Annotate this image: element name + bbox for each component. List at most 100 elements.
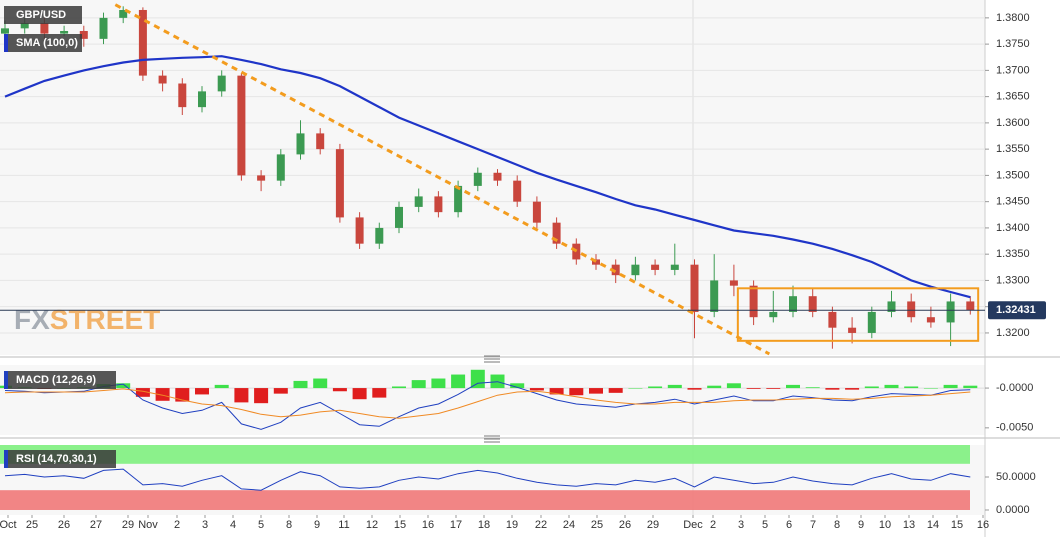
x-tick-label: 9 (314, 519, 320, 531)
candle-body (119, 9, 128, 18)
candle-body (20, 23, 29, 29)
histogram-bar (707, 385, 722, 389)
oversold-band (0, 490, 970, 510)
x-tick-label: 18 (478, 519, 490, 531)
x-tick-label: 15 (951, 519, 963, 531)
histogram-bar (431, 378, 446, 389)
legend-label: SMA (100,0) (16, 37, 78, 49)
histogram-bar (195, 388, 209, 395)
histogram-bar (155, 388, 170, 401)
histogram-bar (825, 388, 840, 390)
y-tick-label: 1.3500 (996, 169, 1030, 181)
candle-body (434, 196, 443, 213)
histogram-bar (372, 388, 387, 398)
candle-body (887, 301, 896, 312)
histogram-bar (411, 380, 426, 389)
histogram-bar (293, 380, 308, 389)
candle-body (611, 264, 620, 276)
y-tick-label: -0.0000 (996, 382, 1033, 394)
candle-body (493, 172, 502, 181)
histogram-bar (805, 387, 820, 389)
x-tick-label: 16 (422, 519, 434, 531)
candle-body (79, 30, 88, 39)
candle-body (966, 301, 975, 311)
candle-body (710, 280, 719, 312)
candle-body (926, 317, 935, 323)
histogram-bar (569, 388, 584, 396)
y-tick-label: 1.3400 (996, 222, 1030, 234)
x-tick-label: 25 (591, 519, 603, 531)
x-tick-label: 8 (834, 519, 840, 531)
candle-body (532, 201, 541, 223)
candle-body (335, 149, 344, 218)
y-tick-label: 1.3450 (996, 196, 1030, 208)
histogram-bar (589, 388, 603, 394)
candle-body (651, 264, 660, 270)
legend-box (4, 34, 82, 52)
candle-body (355, 217, 364, 244)
candle-body (690, 264, 699, 312)
candle-body (769, 311, 778, 318)
last-price-label: 1.32431 (996, 304, 1036, 316)
x-tick-label: 3 (202, 519, 208, 531)
x-tick-label: 5 (762, 519, 768, 531)
x-tick-label: Oct (0, 519, 17, 531)
rsi-line (4, 468, 971, 491)
candle-body (276, 154, 285, 181)
histogram-bar (510, 383, 525, 389)
candle-body (592, 259, 600, 265)
histogram-bar (864, 386, 879, 389)
histogram-bar (648, 386, 663, 389)
x-tick-label: 29 (122, 519, 134, 531)
y-tick-label: 1.3550 (996, 143, 1030, 155)
x-tick-label: 15 (394, 519, 406, 531)
histogram-bar (332, 388, 347, 392)
candle-body (454, 185, 463, 213)
y-tick-label: 1.3350 (996, 248, 1030, 260)
y-tick-label: 1.3600 (996, 117, 1030, 129)
candle-body (473, 172, 482, 186)
candle-body (867, 311, 876, 333)
watermark-part: STREET (50, 304, 160, 335)
candle-body (395, 206, 403, 228)
x-tick-label: 22 (535, 519, 547, 531)
x-tick-label: 10 (879, 519, 891, 531)
histogram-bar (313, 378, 328, 389)
overbought-band (0, 445, 970, 464)
candle-body (316, 133, 325, 150)
candle-body (40, 23, 49, 34)
x-tick-label: 17 (450, 519, 462, 531)
legend-box (4, 6, 82, 24)
resize-handle[interactable] (484, 355, 500, 363)
x-tick-label: 3 (738, 519, 744, 531)
candle-body (670, 264, 679, 270)
histogram-bar (352, 388, 367, 400)
histogram-bar (135, 388, 150, 397)
y-tick-label: 1.3800 (996, 12, 1030, 24)
y-tick-label: 1.3750 (996, 38, 1030, 50)
histogram-bar (254, 388, 269, 404)
candle-body (631, 264, 640, 276)
candle-body (1, 28, 9, 34)
histogram-bar (175, 388, 190, 402)
legend-swatch (4, 450, 8, 468)
y-tick-label: 0.0000 (996, 504, 1030, 516)
candle-body (729, 280, 738, 286)
x-tick-label: 13 (903, 519, 915, 531)
histogram-bar (943, 384, 958, 389)
candle-body (848, 327, 857, 333)
resize-handle[interactable] (484, 435, 500, 443)
candle-body (158, 75, 167, 84)
y-tick-label: 1.3300 (996, 274, 1030, 286)
candle-body (749, 285, 758, 318)
legend-swatch (4, 34, 8, 52)
x-tick-label: 25 (26, 519, 38, 531)
histogram-bar (234, 388, 249, 403)
legend-label: RSI (14,70,30,1) (16, 453, 97, 465)
last-price-box (988, 301, 1046, 320)
x-tick-label: 9 (858, 519, 864, 531)
y-tick-label: 1.3650 (996, 91, 1030, 103)
x-tick-label: 27 (90, 519, 102, 531)
candle-body (828, 311, 837, 328)
histogram-bar (904, 386, 919, 389)
